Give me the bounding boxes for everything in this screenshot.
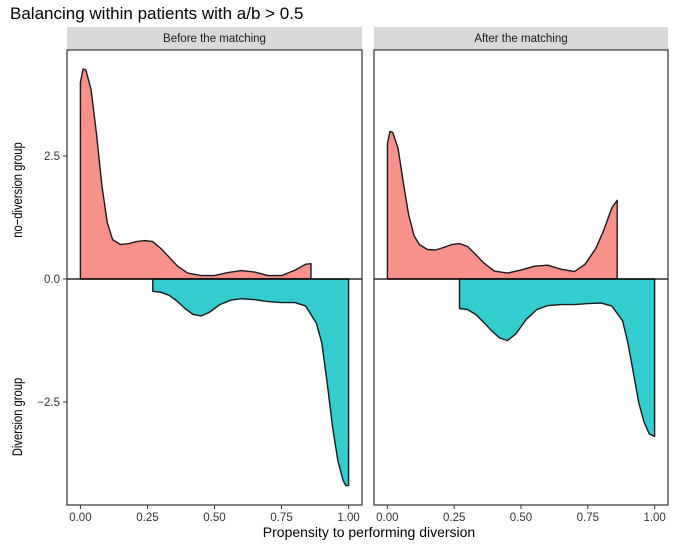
x-tick-label: 0.25 xyxy=(443,512,465,524)
y-axis-title-bottom: Diversion group xyxy=(10,378,25,456)
x-tick-label: 0.75 xyxy=(577,512,599,524)
density-area-diversion xyxy=(152,278,350,487)
x-tick-label: 0.50 xyxy=(510,512,532,524)
density-area-no-diversion xyxy=(79,68,312,280)
x-axis-title: Propensity to performing diversion xyxy=(263,524,475,540)
facet-strip-label: After the matching xyxy=(474,33,567,45)
y-tick-label: 2.5 xyxy=(44,151,60,163)
facet-panel: Before the matching 0.00 0.25 0.50 0.75 1.00 2… xyxy=(37,27,363,524)
facet-panel: After the matching 0.00 0.25 0.50 0.75 1.00 xyxy=(373,27,669,524)
chart-title: Balancing within patients with a/b > 0.5 xyxy=(10,4,303,23)
density-area-no-diversion xyxy=(386,130,618,280)
y-tick-label: 0.0 xyxy=(44,274,60,286)
x-tick-label: 0.00 xyxy=(69,512,91,524)
density-area-diversion xyxy=(458,278,656,438)
facet-strip xyxy=(67,27,362,50)
x-tick-label: 0.00 xyxy=(376,512,398,524)
x-tick-label: 1.00 xyxy=(643,512,665,524)
x-tick-label: 0.50 xyxy=(203,512,225,524)
x-tick-label: 0.75 xyxy=(270,512,292,524)
facet-panels: Before the matching 0.00 0.25 0.50 0.75 1.00 2… xyxy=(37,27,669,524)
facet-strip-label: Before the matching xyxy=(163,33,266,45)
facet-strip xyxy=(374,27,668,50)
x-tick-label: 1.00 xyxy=(337,512,359,524)
x-tick-label: 0.25 xyxy=(136,512,158,524)
y-tick-label: −2.5 xyxy=(37,397,60,409)
y-axis-title-top: no−diversion group xyxy=(10,142,25,237)
